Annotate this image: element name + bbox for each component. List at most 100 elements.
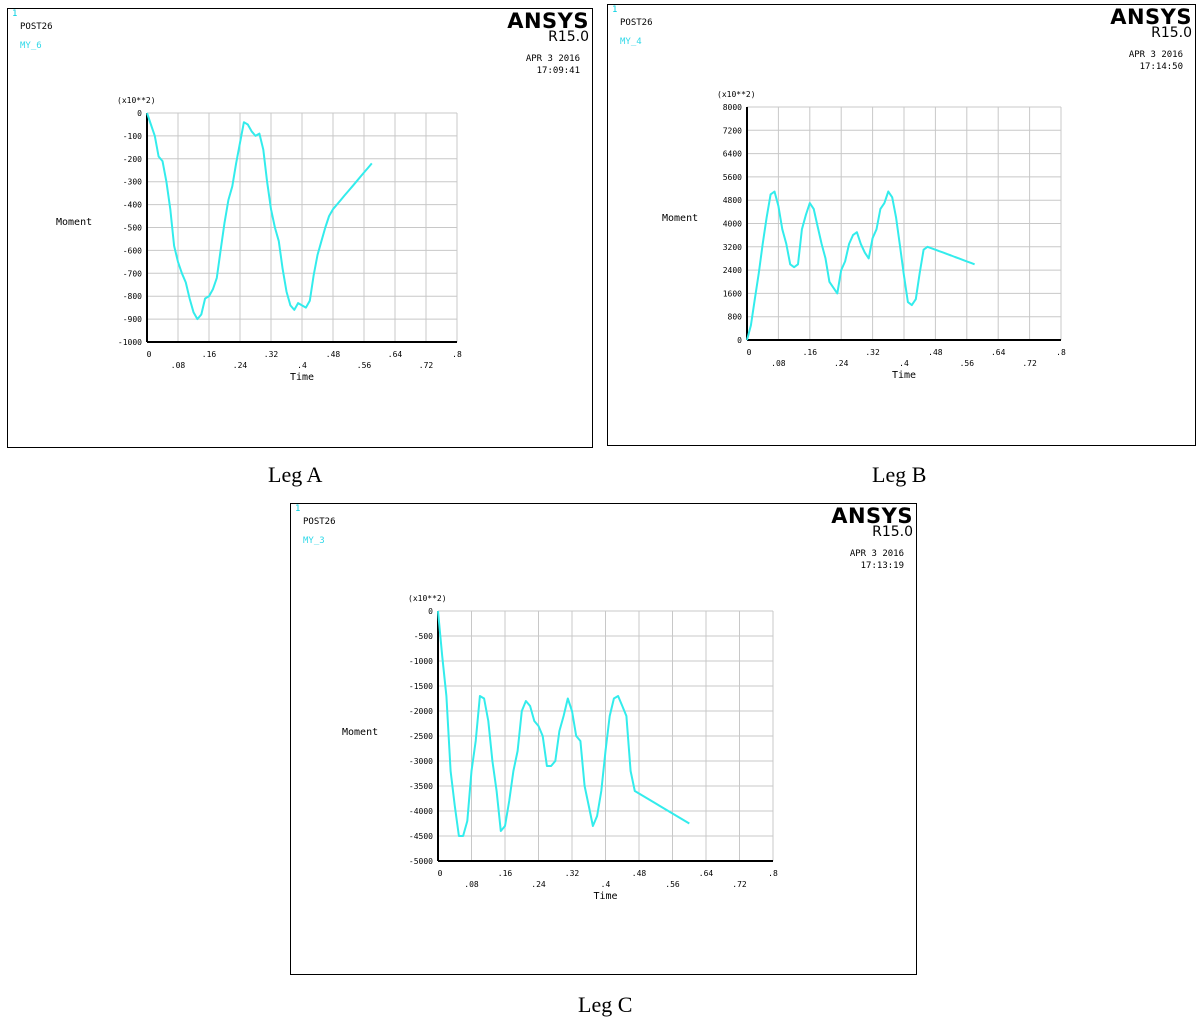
date-label: APR 3 2016 xyxy=(849,549,904,559)
x-axis-label: Time xyxy=(892,370,916,381)
y-tick-label: -100 xyxy=(123,132,142,141)
x-tick-label: .08 xyxy=(171,361,186,370)
date-label: APR 3 2016 xyxy=(525,54,580,64)
x-tick-label: .24 xyxy=(531,880,546,889)
x-tick-label: .64 xyxy=(388,350,403,359)
y-tick-label: -3500 xyxy=(409,782,433,791)
y-tick-label: 4800 xyxy=(723,196,742,205)
x-axis-label: Time xyxy=(593,891,617,902)
y-tick-label: 8000 xyxy=(723,103,742,112)
y-tick-label: -4000 xyxy=(409,807,433,816)
y-tick-label: -700 xyxy=(123,269,142,278)
chart-svg-leg-a: -1000-900-800-700-600-500-400-300-200-10… xyxy=(56,96,462,383)
y-tick-label: 3200 xyxy=(723,243,742,252)
x-tick-label: .4 xyxy=(899,359,909,368)
y-tick-label: -1500 xyxy=(409,682,433,691)
series-line-0 xyxy=(437,610,690,837)
caption-leg-b: Leg B xyxy=(872,462,927,487)
window-number: 1 xyxy=(295,504,301,514)
ansys-logo: ANSYS xyxy=(507,9,589,33)
release-label: R15.0 xyxy=(548,29,589,45)
y-tick-label: -500 xyxy=(123,224,142,233)
y-multiplier-label: (x10**2) xyxy=(117,96,156,105)
chart-panel-leg-b: 1 POST26 MY_4 ANSYS R15.0 APR 3 2016 17:… xyxy=(607,4,1196,446)
y-tick-label: 0 xyxy=(137,109,142,118)
caption-leg-a: Leg A xyxy=(268,462,323,487)
x-tick-label: .8 xyxy=(768,869,778,878)
y-tick-label: 4000 xyxy=(723,220,742,229)
y-tick-label: 0 xyxy=(737,336,742,345)
x-tick-label: .72 xyxy=(419,361,434,370)
variable-label: MY_4 xyxy=(620,37,642,47)
chart-panel-leg-c: 1 POST26 MY_3 ANSYS R15.0 APR 3 2016 17:… xyxy=(290,503,917,975)
y-multiplier-label: (x10**2) xyxy=(717,90,756,99)
y-tick-label: -4500 xyxy=(409,832,433,841)
y-tick-label: -1000 xyxy=(409,657,433,666)
x-tick-label: .24 xyxy=(233,361,248,370)
caption-leg-c: Leg C xyxy=(578,992,633,1017)
post-label: POST26 xyxy=(303,517,336,527)
y-axis-label: Moment xyxy=(56,217,92,228)
x-tick-label: .32 xyxy=(565,869,580,878)
x-tick-label: .72 xyxy=(1022,359,1037,368)
series-line-0 xyxy=(746,190,975,341)
y-axis-label: Moment xyxy=(662,213,698,224)
window-number: 1 xyxy=(12,9,18,19)
x-tick-label: .56 xyxy=(960,359,975,368)
time-label: 17:09:41 xyxy=(536,66,580,76)
x-tick-label: .48 xyxy=(326,350,341,359)
x-tick-label: .48 xyxy=(632,869,647,878)
variable-label: MY_6 xyxy=(20,41,42,51)
y-tick-label: -600 xyxy=(123,246,142,255)
x-tick-label: .8 xyxy=(1056,348,1066,357)
y-tick-label: -800 xyxy=(123,292,142,301)
post-label: POST26 xyxy=(20,22,53,32)
x-tick-label: .56 xyxy=(357,361,372,370)
date-label: APR 3 2016 xyxy=(1128,50,1183,60)
x-tick-label: .4 xyxy=(297,361,307,370)
release-label: R15.0 xyxy=(872,524,913,540)
y-tick-label: -300 xyxy=(123,178,142,187)
chart-svg-leg-c: -5000-4500-4000-3500-3000-2500-2000-1500… xyxy=(342,594,778,902)
x-tick-label: .16 xyxy=(498,869,513,878)
chart-panel-leg-a: 1 POST26 MY_6 ANSYS R15.0 APR 3 2016 17:… xyxy=(7,8,593,448)
y-tick-label: -900 xyxy=(123,315,142,324)
y-tick-label: -3000 xyxy=(409,757,433,766)
y-tick-label: 5600 xyxy=(723,173,742,182)
y-axis-label: Moment xyxy=(342,727,378,738)
y-tick-label: 1600 xyxy=(723,289,742,298)
release-label: R15.0 xyxy=(1151,25,1192,41)
chart-svg-leg-b: 0 800 1600 2400 3200 4000 4800 5600 6400 7200 8000… xyxy=(662,90,1066,381)
time-label: 17:13:19 xyxy=(860,561,904,571)
x-tick-label: .8 xyxy=(452,350,462,359)
x-tick-label: 0 xyxy=(747,348,752,357)
y-tick-label: -2500 xyxy=(409,732,433,741)
window-number: 1 xyxy=(612,5,618,15)
x-tick-label: .08 xyxy=(771,359,786,368)
y-tick-label: -5000 xyxy=(409,857,433,866)
x-tick-label: 0 xyxy=(147,350,152,359)
ansys-logo: ANSYS xyxy=(1110,5,1192,29)
x-tick-label: .64 xyxy=(699,869,714,878)
y-tick-label: -400 xyxy=(123,201,142,210)
x-tick-label: 0 xyxy=(438,869,443,878)
y-multiplier-label: (x10**2) xyxy=(408,594,447,603)
y-tick-label: 0 xyxy=(428,607,433,616)
x-tick-label: .08 xyxy=(464,880,479,889)
x-tick-label: .72 xyxy=(732,880,747,889)
y-tick-label: 6400 xyxy=(723,150,742,159)
y-tick-label: -200 xyxy=(123,155,142,164)
y-tick-label: 2400 xyxy=(723,266,742,275)
y-tick-label: -500 xyxy=(414,632,433,641)
time-label: 17:14:50 xyxy=(1139,62,1183,72)
series-line-0 xyxy=(146,112,373,321)
post-label: POST26 xyxy=(620,18,653,28)
y-tick-label: 800 xyxy=(728,313,743,322)
y-tick-label: -2000 xyxy=(409,707,433,716)
x-tick-label: .64 xyxy=(991,348,1006,357)
x-tick-label: .48 xyxy=(928,348,943,357)
x-tick-label: .24 xyxy=(834,359,849,368)
x-tick-label: .32 xyxy=(264,350,279,359)
x-axis-label: Time xyxy=(290,372,314,383)
y-tick-label: 7200 xyxy=(723,126,742,135)
